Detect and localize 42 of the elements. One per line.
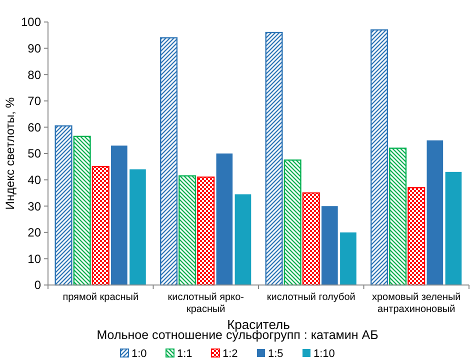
bar bbox=[111, 146, 128, 285]
bar bbox=[389, 148, 407, 286]
y-tick-label: 10 bbox=[28, 252, 42, 266]
y-tick-label: 70 bbox=[28, 94, 42, 108]
bar bbox=[197, 176, 215, 286]
x-tick-label: кислотный голубой bbox=[266, 292, 356, 303]
bar bbox=[160, 37, 178, 286]
bar bbox=[445, 172, 462, 285]
y-tick-label: 60 bbox=[28, 120, 42, 134]
bar bbox=[284, 159, 302, 286]
bar bbox=[408, 187, 426, 286]
y-tick-label: 30 bbox=[28, 199, 42, 214]
legend-label: 1:2 bbox=[222, 348, 238, 360]
y-tick-label: 100 bbox=[20, 15, 42, 30]
bar bbox=[265, 32, 283, 286]
y-tick-label: 90 bbox=[28, 42, 42, 56]
legend-label: 1:0 bbox=[132, 348, 147, 360]
bar bbox=[130, 169, 146, 285]
bar bbox=[426, 140, 444, 285]
bar bbox=[92, 166, 110, 286]
y-tick-label: 40 bbox=[28, 173, 42, 187]
legend-label: 1:5 bbox=[268, 348, 284, 360]
bar bbox=[322, 206, 338, 285]
bar bbox=[302, 192, 320, 286]
x-tick-label: кислотный ярко-красный bbox=[168, 292, 244, 315]
bar bbox=[216, 154, 233, 285]
y-tick-label: 50 bbox=[28, 146, 42, 161]
bar bbox=[73, 136, 91, 286]
y-tick-label: 80 bbox=[28, 68, 42, 82]
bar bbox=[234, 194, 252, 285]
legend-label: 1:1 bbox=[177, 348, 192, 360]
bar bbox=[370, 29, 388, 286]
y-tick-label: 0 bbox=[34, 278, 42, 292]
x-axis-title: Краситель bbox=[227, 317, 290, 332]
y-tick-label: 20 bbox=[28, 226, 42, 240]
bar bbox=[54, 125, 72, 286]
y-axis-title: Индекс светлоты, % bbox=[3, 96, 17, 210]
bar bbox=[178, 175, 196, 286]
legend-label: 1:10 bbox=[314, 348, 335, 360]
x-tick-label: прямой красный bbox=[62, 292, 139, 303]
x-tick-label: хромовый зеленый антрахиноновый bbox=[372, 292, 461, 315]
bar bbox=[340, 232, 356, 285]
